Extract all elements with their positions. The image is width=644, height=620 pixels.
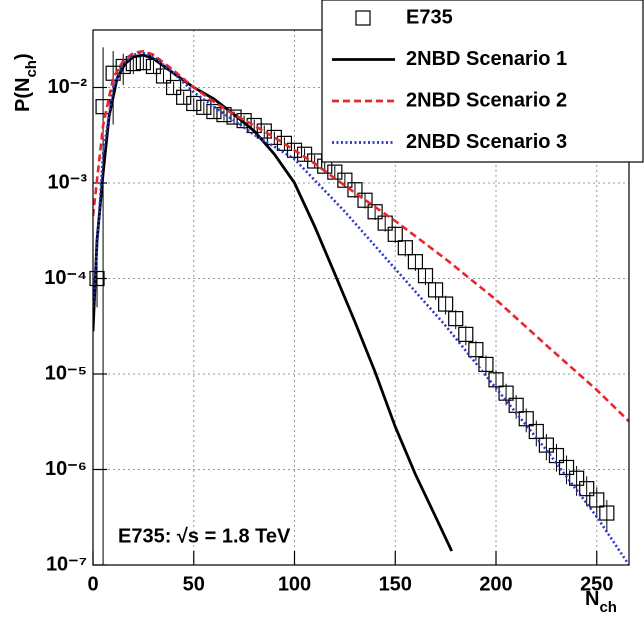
x-axis-label: Nch: [585, 588, 617, 616]
x-label-sub: ch: [599, 599, 617, 616]
data-point: [417, 268, 434, 284]
y-tick-label: 10⁻³: [48, 171, 88, 193]
data-point: [206, 103, 222, 120]
data-point: [186, 95, 202, 112]
x-tick-label: 0: [87, 573, 98, 595]
legend-label: 2NBD Scenario 1: [406, 48, 567, 70]
y-label-end: ): [12, 53, 34, 60]
line-series: [93, 49, 629, 423]
data-point: [488, 372, 504, 388]
data-point: [367, 204, 383, 220]
y-axis-label: P(Nch): [12, 53, 40, 112]
data-point: [478, 356, 494, 373]
data-point: [166, 79, 182, 96]
data-point: [468, 342, 484, 358]
legend-box: [321, 0, 644, 163]
x-tick-label: 100: [278, 573, 311, 595]
data-point: [569, 470, 585, 486]
x-tick-label: 50: [183, 573, 205, 595]
data-point: [579, 481, 595, 497]
data-point: [589, 492, 605, 508]
data-point: [448, 311, 464, 327]
annotation: E735: √s = 1.8 TeV: [118, 525, 291, 547]
legend-label: E735: [406, 6, 453, 28]
y-tick-label: 10⁻⁴: [44, 267, 87, 289]
data-point: [558, 459, 575, 476]
y-label-main: P(N: [12, 78, 34, 112]
data-point: [337, 172, 353, 188]
data-point: [599, 505, 615, 521]
y-tick-label: 10⁻⁷: [46, 553, 87, 575]
data-point: [155, 68, 172, 84]
data-point: [427, 282, 444, 298]
data-point: [438, 296, 454, 312]
data-point: [397, 240, 413, 256]
data-point: [518, 411, 534, 427]
data-point: [286, 142, 303, 158]
y-tick-label: 10⁻⁶: [45, 458, 87, 480]
legend-label: 2NBD Scenario 2: [406, 89, 567, 111]
x-tick-label: 200: [479, 573, 512, 595]
x-tick-label: 150: [379, 573, 412, 595]
data-point: [176, 89, 192, 105]
data-point: [407, 254, 424, 270]
x-label-main: N: [585, 588, 599, 610]
y-label-sub: ch: [23, 60, 40, 78]
data-point: [357, 192, 373, 208]
legend-marker: [355, 10, 371, 26]
data-point: [266, 129, 282, 146]
data-point: [387, 226, 403, 242]
y-tick-label: 10⁻⁵: [45, 362, 87, 384]
data-point: [347, 182, 363, 198]
data-point: [528, 423, 544, 440]
data-point: [458, 326, 474, 342]
legend-label: 2NBD Scenario 3: [406, 131, 567, 153]
data-point: [377, 215, 393, 231]
x-tick-label: 250: [580, 573, 613, 595]
data-point: [256, 123, 272, 139]
y-tick-label: 10⁻²: [48, 76, 88, 98]
line-series: [93, 51, 629, 565]
